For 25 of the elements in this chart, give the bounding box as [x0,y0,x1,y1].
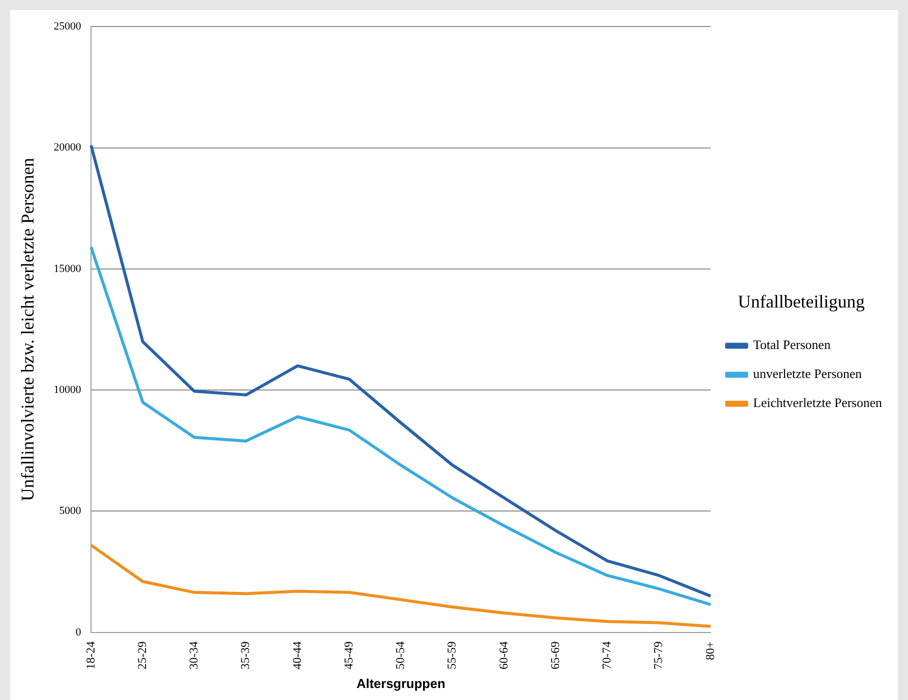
x-axis-title: Altersgruppen [356,676,446,691]
x-tick-label: 70-74 [600,641,614,670]
x-tick-label: 80+ [702,641,717,660]
y-tick-label: 20000 [54,142,82,154]
x-tick-label: 65-69 [548,641,562,670]
x-tick-label: 45-49 [341,641,356,670]
y-tick-label: 15000 [54,262,82,275]
x-tick-label: 60-64 [496,641,510,670]
x-tick-label: 35-39 [238,641,252,670]
x-tick-label: 50-54 [393,641,408,670]
legend-label: Leichtverletzte Personen [753,395,882,410]
y-tick-label: 25000 [54,20,82,32]
legend-label: Total Personen [753,337,832,352]
y-tick-label: 5000 [59,505,82,518]
x-tick-label: 55-59 [444,641,459,670]
x-tick-label: 30-34 [186,641,201,670]
legend-label: unverletzte Personen [753,366,862,382]
y-tick-label: 10000 [54,384,82,396]
x-tick-label: 18-24 [83,641,98,670]
y-tick-label: 0 [76,626,82,638]
x-tick-label: 40-44 [290,641,304,670]
y-axis-title: Unfallinvolvierte bzw. leicht verletzte Personen [18,158,38,502]
x-tick-label: 75-79 [651,641,666,670]
legend-title: Unfallbeteiligung [738,291,865,312]
x-tick-label: 25-29 [134,641,149,670]
